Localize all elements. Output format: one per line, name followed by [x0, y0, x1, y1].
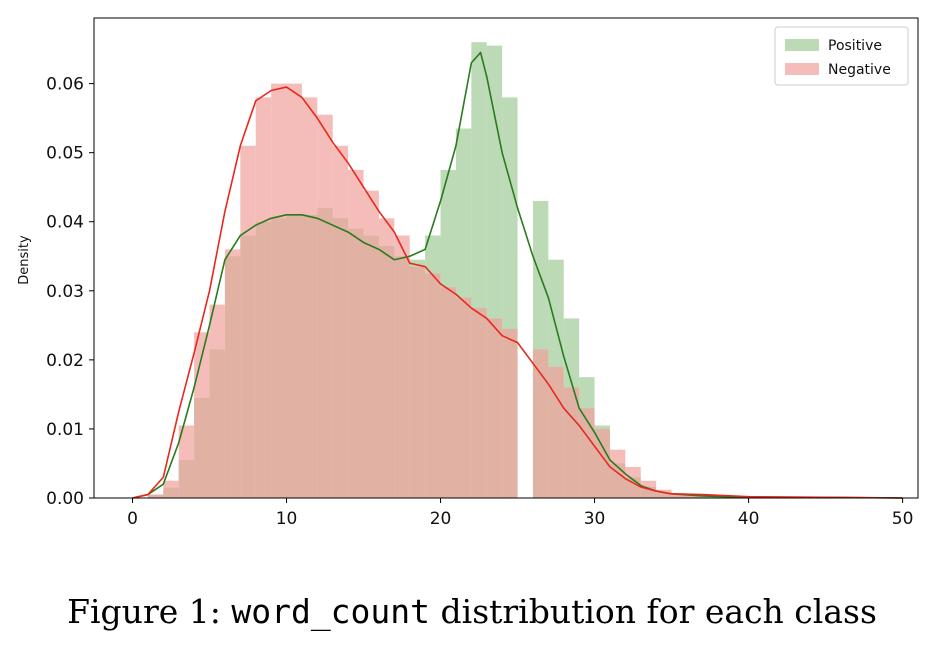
x-tick-label: 40: [738, 509, 760, 529]
x-tick-label: 0: [127, 509, 138, 529]
y-tick-label: 0.05: [46, 144, 84, 164]
histogram-bars: [147, 42, 903, 499]
y-tick-label: 0.03: [46, 282, 84, 302]
negative-bar: [671, 493, 687, 498]
kde-lines: [132, 51, 903, 499]
y-tick-label: 0.06: [46, 75, 84, 95]
negative-bar: [363, 190, 379, 498]
negative-bar: [286, 83, 302, 499]
caption-prefix: Figure 1:: [67, 592, 232, 631]
y-tick-label: 0.00: [46, 489, 84, 509]
plot-frame: [93, 17, 919, 499]
y-tick-label: 0.04: [46, 213, 84, 233]
negative-bar: [409, 266, 426, 498]
negative-bar: [563, 387, 580, 498]
negative-bar: [532, 349, 549, 498]
positive-legend-swatch: [785, 39, 819, 51]
figure-caption: Figure 1: word_count distribution for ea…: [0, 592, 944, 631]
y-axis: 0.00 0.01 0.02 0.03 0.04 0.05 0.06: [46, 75, 94, 509]
negative-bar: [686, 495, 703, 498]
negative-bar: [702, 495, 718, 498]
negative-bar: [301, 97, 318, 499]
negative-bar: [548, 366, 564, 498]
caption-code: word_count: [231, 592, 431, 631]
negative-legend-swatch: [785, 63, 819, 75]
negative-bar: [656, 489, 672, 498]
negative-legend-label: Negative: [828, 62, 891, 78]
caption-suffix: distribution for each class: [430, 592, 877, 631]
negative-bar: [163, 480, 179, 498]
negative-bar: [147, 494, 164, 498]
positive-kde-line: [132, 51, 903, 499]
negative-bar: [425, 273, 441, 498]
negative-bar: [209, 304, 225, 498]
y-axis-label: Density: [17, 235, 32, 285]
negative-bar: [609, 449, 626, 498]
negative-bar: [440, 287, 456, 498]
negative-bar: [224, 249, 241, 498]
negative-kde-line: [132, 86, 903, 499]
x-tick-label: 20: [430, 509, 452, 529]
density-chart: 0 10 20 30 40 50 0.00 0.01 0.02 0.03 0.04 0.05 0.06…: [17, 17, 919, 529]
negative-bar: [348, 169, 364, 498]
negative-bar: [317, 114, 333, 498]
y-tick-label: 0.02: [46, 351, 84, 371]
negative-bar: [471, 308, 487, 498]
negative-bar: [594, 428, 610, 498]
negative-bar: [486, 318, 503, 498]
x-axis: 0 10 20 30 40 50: [127, 498, 913, 529]
negative-bar: [455, 297, 472, 498]
negative-bar: [394, 235, 410, 499]
negative-bar: [332, 145, 349, 498]
positive-legend-label: Positive: [828, 38, 882, 54]
negative-bar: [240, 145, 256, 498]
negative-bar: [178, 425, 195, 498]
x-tick-label: 50: [892, 509, 914, 529]
negative-bar: [255, 97, 272, 499]
legend: Positive Negative: [774, 26, 909, 86]
y-tick-label: 0.01: [46, 420, 84, 440]
negative-bar: [502, 328, 518, 498]
negative-bar: [378, 218, 395, 499]
negative-bar: [271, 83, 287, 499]
x-tick-label: 10: [276, 509, 298, 529]
x-tick-label: 30: [584, 509, 606, 529]
